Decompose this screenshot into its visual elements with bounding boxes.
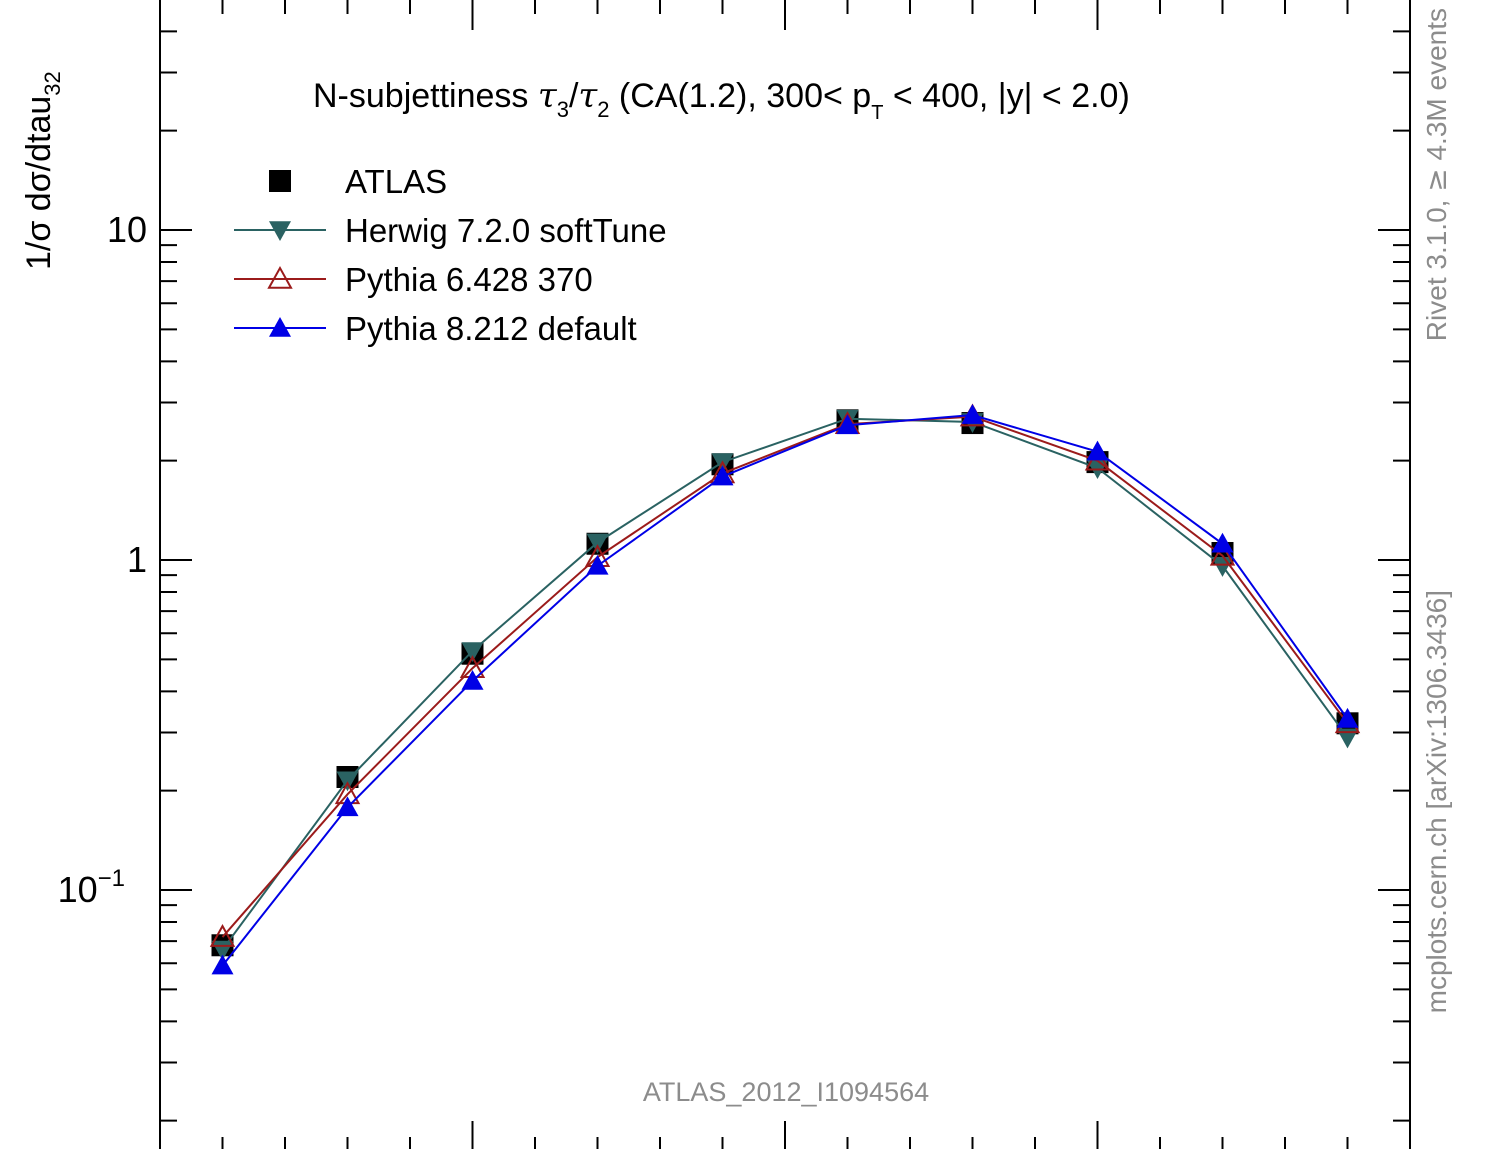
data-point bbox=[961, 404, 984, 424]
analysis-label: ATLAS_2012_I1094564 bbox=[643, 1077, 929, 1107]
series-line bbox=[221, 417, 1349, 951]
legend-label: Pythia 6.428 370 bbox=[345, 261, 593, 298]
y-axis-label-main: 1/σ dσ/dtau bbox=[20, 96, 58, 270]
legend-marker bbox=[269, 170, 291, 192]
legend-label: ATLAS bbox=[345, 163, 447, 200]
y-tick-label: 1 bbox=[127, 539, 147, 580]
title-tau-num: τ bbox=[538, 76, 558, 116]
data-point bbox=[1336, 707, 1359, 728]
title-sub-num: 3 bbox=[557, 97, 569, 122]
data-point bbox=[1211, 532, 1234, 553]
y-tick-label-base: 1 bbox=[127, 539, 147, 580]
legend: ATLAS Herwig 7.2.0 softTune Pythia 6.428 3… bbox=[234, 163, 667, 347]
rivet-prefix: Rivet 3.1.0, bbox=[1421, 192, 1452, 341]
chart-title: N-subjettiness τ3/τ2 (CA(1.2), 300< pT <… bbox=[313, 76, 1130, 124]
side-label-rivet: Rivet 3.1.0, ≥ 4.3M events bbox=[1420, 8, 1453, 341]
legend-marker bbox=[267, 265, 293, 289]
data-point bbox=[836, 414, 859, 435]
legend-label: Pythia 8.212 default bbox=[345, 310, 637, 347]
title-suffix-b: < 400, |y| < 2.0) bbox=[883, 77, 1129, 115]
series-line bbox=[221, 415, 1349, 938]
y-tick-label: 10−1 bbox=[58, 865, 125, 910]
title-sub-pt: T bbox=[871, 102, 883, 124]
data-point bbox=[209, 924, 236, 947]
series-atlas bbox=[211, 409, 1359, 957]
y-tick-label-exponent: −1 bbox=[98, 865, 125, 892]
data-point bbox=[461, 642, 484, 662]
title-sub-den: 2 bbox=[597, 97, 609, 122]
side-label-mcplots: mcplots.cern.ch [arXiv:1306.3436] bbox=[1421, 590, 1452, 1013]
y-tick-label-base: 10 bbox=[107, 209, 147, 250]
data-point bbox=[336, 796, 359, 817]
data-point bbox=[211, 954, 234, 975]
title-prefix: N-subjettiness bbox=[313, 77, 538, 115]
y-axis-label: 1/σ dσ/dtau32 bbox=[20, 71, 65, 270]
data-point bbox=[586, 533, 609, 554]
rivet-suffix: 4.3M events bbox=[1421, 8, 1452, 168]
title-slash: / bbox=[569, 77, 579, 115]
y-axis-label-sub: 32 bbox=[40, 71, 65, 95]
data-point bbox=[1209, 542, 1236, 566]
series-pythia-6-428-370 bbox=[209, 403, 1361, 947]
legend-marker bbox=[269, 317, 291, 337]
series-line bbox=[221, 414, 1349, 967]
title-suffix-a: (CA(1.2), 300< p bbox=[609, 77, 871, 115]
title-tau-den: τ bbox=[578, 76, 598, 116]
data-point bbox=[461, 669, 484, 690]
data-point bbox=[586, 554, 609, 575]
data-point bbox=[1336, 728, 1359, 749]
rivet-geq-symbol: ≥ bbox=[1420, 168, 1453, 191]
y-tick-label: 10 bbox=[107, 209, 147, 250]
series-pythia-8-212-default bbox=[211, 404, 1359, 975]
axis-ticks bbox=[159, 0, 1411, 1149]
legend-label: Herwig 7.2.0 softTune bbox=[345, 212, 667, 249]
series-herwig-7-2-0-softtune bbox=[211, 409, 1359, 961]
y-tick-label-base: 10 bbox=[58, 869, 98, 910]
series-layer bbox=[209, 403, 1361, 975]
data-point bbox=[1086, 440, 1109, 461]
data-point bbox=[711, 465, 734, 486]
legend-marker bbox=[269, 221, 291, 241]
